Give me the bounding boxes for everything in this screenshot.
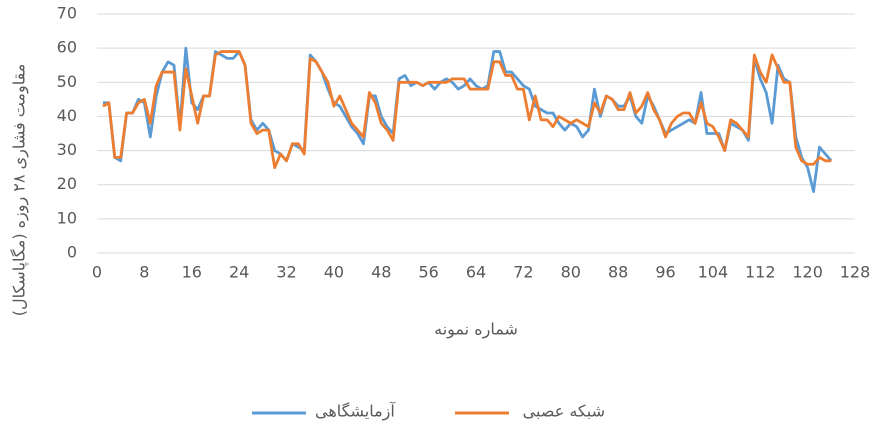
x-tick-label: 40 [324, 263, 344, 282]
y-tick-label: 30 [57, 140, 77, 159]
x-tick-label: 80 [561, 263, 581, 282]
x-tick-label: 16 [182, 263, 202, 282]
x-tick-label: 64 [466, 263, 486, 282]
x-tick-label: 24 [229, 263, 249, 282]
x-tick-label: 0 [92, 263, 102, 282]
x-tick-label: 56 [418, 263, 438, 282]
y-tick-label: 60 [57, 38, 77, 57]
x-tick-label: 48 [371, 263, 391, 282]
y-tick-label: 10 [57, 208, 77, 227]
x-tick-label: 120 [792, 263, 823, 282]
legend-label: آزمایشگاهی [315, 402, 396, 422]
y-tick-label: 0 [67, 243, 77, 262]
series-line [102, 50, 832, 170]
x-tick-label: 88 [608, 263, 628, 282]
y-tick-label: 70 [57, 4, 77, 23]
y-tick-label: 40 [57, 106, 77, 125]
x-axis-label: شماره نمونه [434, 320, 518, 340]
x-tick-label: 72 [513, 263, 533, 282]
legend-label: شبکه عصبی [523, 402, 605, 421]
y-axis-label: مقاومت فشاری ۲۸ روزه (مگاپاسکال) [10, 64, 30, 317]
x-tick-label: 112 [745, 263, 776, 282]
y-tick-label: 50 [57, 72, 77, 91]
x-tick-label: 96 [655, 263, 675, 282]
y-tick-label: 20 [57, 174, 77, 193]
x-tick-label: 104 [698, 263, 729, 282]
x-tick-label: 8 [139, 263, 149, 282]
x-tick-label: 128 [840, 263, 871, 282]
x-tick-label: 32 [276, 263, 296, 282]
